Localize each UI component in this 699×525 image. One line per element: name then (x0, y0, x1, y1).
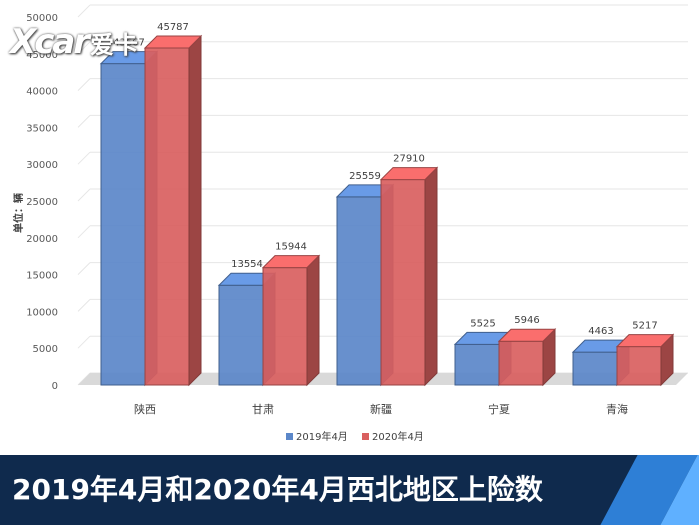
bar-front (616, 346, 662, 386)
bar-front (144, 47, 190, 386)
y-tick-label: 40000 (26, 87, 58, 98)
y-tick-label: 25000 (26, 197, 58, 208)
gridline (77, 41, 91, 55)
bar-front (336, 196, 382, 386)
bar-top (143, 35, 203, 49)
y-tick-label: 20000 (26, 234, 58, 245)
y-axis-label: 单位：辆 (12, 193, 25, 233)
y-tick-label: 30000 (26, 160, 58, 171)
bar-front (380, 179, 426, 386)
gridline (77, 262, 91, 275)
data-label: 4463 (588, 326, 613, 337)
bar-side (306, 254, 320, 387)
data-label: 27910 (393, 154, 425, 165)
y-tick-label: 15000 (26, 271, 58, 282)
y-tick-label: 0 (52, 381, 58, 392)
bar-front (100, 63, 146, 386)
logo-chinese: 爱卡 (90, 30, 139, 59)
data-label: 13554 (231, 259, 263, 270)
xcar-logo: Xcar 爱卡 (10, 22, 138, 62)
bar-top (261, 255, 321, 269)
banner-title: 2019年4月和2020年4月西北地区上险数 (12, 473, 543, 506)
gridline (77, 335, 91, 349)
bar-chart: 0 5000 10000 15000 20000 25000 30000 35000 40000… (12, 4, 688, 443)
bar-side (188, 34, 202, 387)
gridline (77, 4, 91, 18)
y-tick-label: 10000 (26, 307, 58, 318)
bar-front (218, 284, 264, 386)
gridline (77, 299, 91, 312)
bar-side (424, 166, 438, 387)
gridline (77, 151, 91, 165)
y-tick-label: 45000 (26, 50, 58, 61)
legend-label: 2020年4月 (372, 430, 424, 443)
x-tick-label: 陕西 (134, 402, 156, 416)
legend-swatch (286, 433, 293, 440)
y-tick-label: 5000 (33, 344, 58, 355)
bar-front (572, 351, 618, 386)
data-label: 5525 (470, 318, 495, 329)
bar-top (379, 167, 439, 181)
bar-front (454, 343, 500, 386)
title-banner: 2019年4月和2020年4月西北地区上险数 (0, 455, 699, 525)
legend-swatch (362, 433, 369, 440)
chart-area: 0 5000 10000 15000 20000 25000 30000 35000 40000… (10, 4, 688, 443)
data-label: 5217 (632, 321, 657, 332)
data-label: 43667 (113, 38, 145, 49)
legend-label: 2019年4月 (296, 430, 348, 443)
bar-front (498, 340, 544, 386)
bar-front (262, 267, 308, 386)
data-label: 45787 (157, 22, 189, 33)
bar-top (497, 328, 557, 342)
data-label: 5946 (514, 315, 539, 326)
data-label: 25559 (349, 171, 381, 182)
x-tick-label: 青海 (606, 402, 628, 416)
y-tick-label: 50000 (26, 13, 58, 24)
x-tick-label: 宁夏 (488, 402, 510, 416)
gridline (77, 225, 91, 239)
gridline (77, 115, 91, 128)
x-tick-label: 甘肃 (252, 403, 274, 416)
data-label: 15944 (275, 242, 307, 253)
gridline (77, 188, 91, 202)
gridline (77, 78, 91, 91)
x-tick-label: 新疆 (370, 402, 392, 416)
logo-latin: Xcar (10, 22, 90, 62)
bar-top (615, 334, 675, 348)
y-tick-label: 35000 (26, 123, 58, 134)
